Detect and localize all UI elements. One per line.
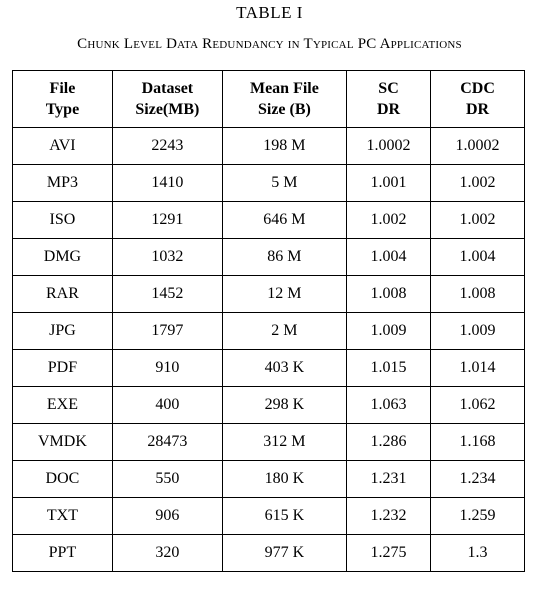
table-row: ISO 1291 646 M 1.002 1.002 <box>12 201 525 239</box>
cell-sc-dr: 1.275 <box>345 534 432 572</box>
cell-file-type: JPG <box>12 312 113 350</box>
table-row: PDF 910 403 K 1.015 1.014 <box>12 349 525 387</box>
cell-mean-file-size: 977 K <box>221 534 347 572</box>
cell-mean-file-size: 403 K <box>221 349 347 387</box>
cell-file-type: TXT <box>12 497 113 535</box>
header-line: DR <box>376 101 401 118</box>
column-header-mean-file-size: Mean File Size (B) <box>221 70 347 128</box>
cell-file-type: AVI <box>12 127 113 165</box>
cell-cdc-dr: 1.014 <box>430 349 525 387</box>
header-line: Dataset <box>141 80 194 97</box>
cell-dataset-size: 910 <box>111 349 223 387</box>
table-row: TXT 906 615 K 1.232 1.259 <box>12 497 525 535</box>
cell-file-type: MP3 <box>12 164 113 202</box>
table-row: MP3 1410 5 M 1.001 1.002 <box>12 164 525 202</box>
table-row: DOC 550 180 K 1.231 1.234 <box>12 460 525 498</box>
table-row: AVI 2243 198 M 1.0002 1.0002 <box>12 127 525 165</box>
cell-cdc-dr: 1.008 <box>430 275 525 313</box>
cell-cdc-dr: 1.234 <box>430 460 525 498</box>
cell-mean-file-size: 615 K <box>221 497 347 535</box>
cell-dataset-size: 906 <box>111 497 223 535</box>
cell-file-type: ISO <box>12 201 113 239</box>
cell-dataset-size: 28473 <box>111 423 223 461</box>
cell-mean-file-size: 2 M <box>221 312 347 350</box>
cell-dataset-size: 2243 <box>111 127 223 165</box>
header-line: Mean File <box>249 80 319 97</box>
cell-dataset-size: 1797 <box>111 312 223 350</box>
table-row: EXE 400 298 K 1.063 1.062 <box>12 386 525 424</box>
cell-dataset-size: 550 <box>111 460 223 498</box>
cell-file-type: VMDK <box>12 423 113 461</box>
header-line: File <box>49 80 76 97</box>
cell-mean-file-size: 5 M <box>221 164 347 202</box>
cell-cdc-dr: 1.168 <box>430 423 525 461</box>
header-line: Size (B) <box>257 101 311 118</box>
table-row: RAR 1452 12 M 1.008 1.008 <box>12 275 525 313</box>
cell-dataset-size: 1452 <box>111 275 223 313</box>
cell-dataset-size: 1410 <box>111 164 223 202</box>
table-caption: Chunk Level Data Redundancy in Typical P… <box>77 36 462 52</box>
cell-sc-dr: 1.0002 <box>345 127 432 165</box>
cell-dataset-size: 320 <box>111 534 223 572</box>
cell-cdc-dr: 1.259 <box>430 497 525 535</box>
cell-file-type: PDF <box>12 349 113 387</box>
cell-cdc-dr: 1.0002 <box>430 127 525 165</box>
column-header-file-type: File Type <box>12 70 113 128</box>
header-line: CDC <box>460 80 495 97</box>
cell-mean-file-size: 312 M <box>221 423 347 461</box>
cell-mean-file-size: 298 K <box>221 386 347 424</box>
cell-sc-dr: 1.231 <box>345 460 432 498</box>
cell-dataset-size: 1032 <box>111 238 223 276</box>
column-header-cdc-dr: CDC DR <box>430 70 525 128</box>
cell-sc-dr: 1.286 <box>345 423 432 461</box>
cell-sc-dr: 1.232 <box>345 497 432 535</box>
cell-sc-dr: 1.002 <box>345 201 432 239</box>
table-row: JPG 1797 2 M 1.009 1.009 <box>12 312 525 350</box>
cell-file-type: DOC <box>12 460 113 498</box>
cell-cdc-dr: 1.009 <box>430 312 525 350</box>
table-row: PPT 320 977 K 1.275 1.3 <box>12 534 525 572</box>
cell-mean-file-size: 646 M <box>221 201 347 239</box>
cell-file-type: PPT <box>12 534 113 572</box>
cell-file-type: DMG <box>12 238 113 276</box>
table-row: VMDK 28473 312 M 1.286 1.168 <box>12 423 525 461</box>
cell-sc-dr: 1.001 <box>345 164 432 202</box>
cell-dataset-size: 1291 <box>111 201 223 239</box>
header-line: Size(MB) <box>135 101 200 118</box>
cell-mean-file-size: 180 K <box>221 460 347 498</box>
table-header-row: File Type Dataset Size(MB) Mean File Siz… <box>12 70 525 128</box>
header-line: DR <box>465 101 490 118</box>
cell-sc-dr: 1.015 <box>345 349 432 387</box>
cell-cdc-dr: 1.062 <box>430 386 525 424</box>
column-header-dataset-size: Dataset Size(MB) <box>111 70 223 128</box>
header-line: SC <box>378 80 399 97</box>
cell-sc-dr: 1.008 <box>345 275 432 313</box>
cell-file-type: EXE <box>12 386 113 424</box>
cell-mean-file-size: 198 M <box>221 127 347 165</box>
column-header-sc-dr: SC DR <box>345 70 432 128</box>
cell-sc-dr: 1.063 <box>345 386 432 424</box>
header-line: Type <box>45 101 80 118</box>
cell-cdc-dr: 1.004 <box>430 238 525 276</box>
table-number: TABLE I <box>236 3 303 22</box>
cell-mean-file-size: 12 M <box>221 275 347 313</box>
redundancy-table: File Type Dataset Size(MB) Mean File Siz… <box>12 70 525 572</box>
cell-file-type: RAR <box>12 275 113 313</box>
cell-dataset-size: 400 <box>111 386 223 424</box>
cell-sc-dr: 1.009 <box>345 312 432 350</box>
cell-mean-file-size: 86 M <box>221 238 347 276</box>
table-row: DMG 1032 86 M 1.004 1.004 <box>12 238 525 276</box>
cell-sc-dr: 1.004 <box>345 238 432 276</box>
cell-cdc-dr: 1.002 <box>430 164 525 202</box>
cell-cdc-dr: 1.002 <box>430 201 525 239</box>
cell-cdc-dr: 1.3 <box>430 534 525 572</box>
table-body: AVI 2243 198 M 1.0002 1.0002 MP3 1410 5 M 1.001 1… <box>12 127 525 572</box>
